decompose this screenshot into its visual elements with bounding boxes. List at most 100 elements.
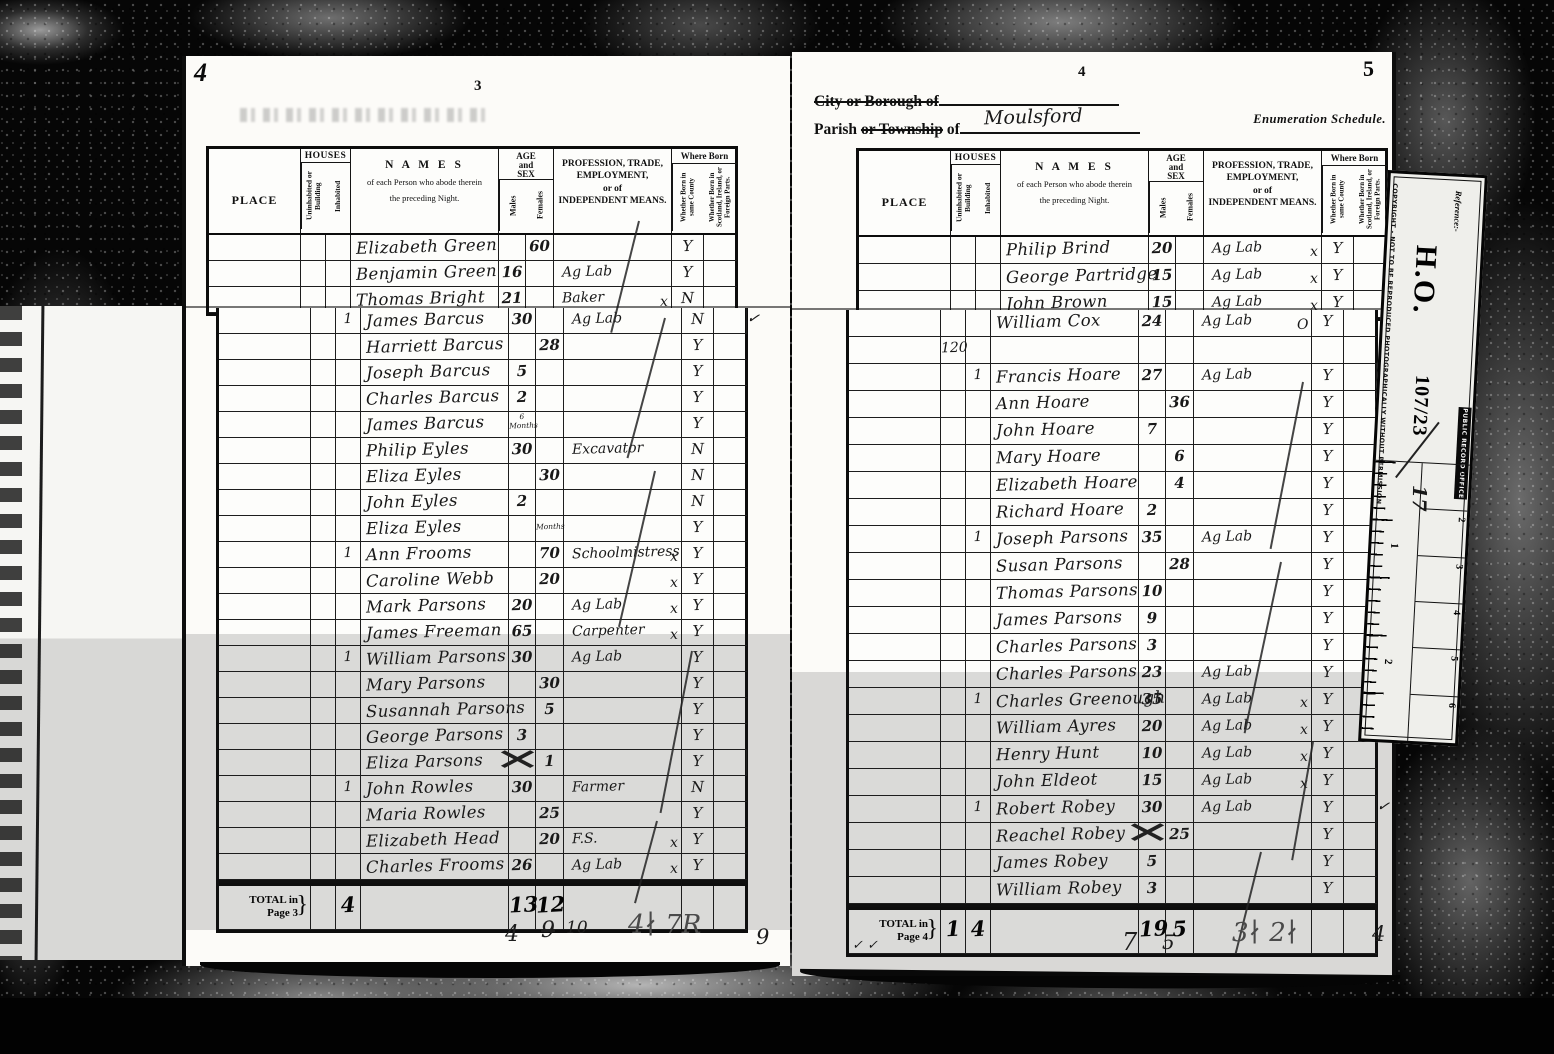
cell-place [849,823,941,850]
census-row: Ann Hoare 36 Y [849,391,1377,418]
cell-f [536,724,564,750]
cell-place [849,364,941,391]
brace: } [296,892,308,918]
cell-name: Reachel Robey [991,823,1139,850]
cell-place [849,634,941,661]
cell-name: Susannah Parsons [361,698,525,724]
cell-m: 9 [1139,607,1166,634]
cell-b2 [714,776,747,802]
cell-m: 10 [1139,742,1166,769]
total-label: TOTAL in Page 4} [849,910,941,954]
cell-m: 7 [1139,418,1166,445]
cell-prof [564,672,682,698]
males-label: Males [499,180,526,231]
reference-series: H.O. [1406,244,1444,316]
cell-name: Joseph Barcus [361,360,509,386]
cell-f [536,360,564,386]
cell-b2 [714,490,747,516]
females-label: Females [1185,193,1195,222]
cell-b2 [1344,337,1377,364]
cell-name: Elizabeth Hoare [991,472,1139,499]
cell-b2 [1344,742,1377,769]
cell-b2 [714,802,747,828]
cell-u [941,742,966,769]
cell-m [1139,823,1166,850]
tally-annotation: 3∤ 2∤ [1232,918,1299,948]
cell-b1: Y [1312,661,1344,688]
cell-m [509,802,536,828]
census-row: Benjamin Green 16 Ag Lab Y [209,261,737,287]
cell-f [1166,310,1194,337]
pen-mark: x [669,860,679,877]
census-row: James Robey 5 Y [849,850,1377,877]
cell-f: 4 [1166,472,1194,499]
cell-u [941,526,966,553]
cell-b2 [714,828,747,854]
cell-b2 [1344,607,1377,634]
cell-name: James Freeman [361,620,509,646]
cell-place [209,235,301,261]
cell-u [311,854,336,880]
cell-u [311,828,336,854]
cell-prof [564,412,682,438]
cell-b2 [714,854,747,880]
cell-m: 27 [1139,364,1166,391]
cell-m: 2 [509,386,536,412]
cell-name: Susan Parsons [991,553,1139,580]
males-label: Males [1149,182,1176,233]
cell-u [941,310,966,337]
cell-b1: Y [1312,310,1344,337]
cell-prof [1194,634,1312,661]
cell-name: George Partridge [1001,264,1158,291]
census-row: James Parsons 9 Y [849,607,1377,634]
cell-f [536,386,564,412]
cell-f [536,490,564,516]
cm-cell: 6 [1408,695,1457,744]
cell-i: 1 [336,776,361,802]
cell-place [849,688,941,715]
cell-u [311,776,336,802]
column-header-where-born: Where Born Whether Born in same County W… [672,149,737,233]
pen-mark: x [669,600,679,617]
cell-name: James Barcus [361,308,509,334]
tally-annotation: 9 [541,918,555,943]
cell-b2 [714,438,747,464]
cell-f: 28 [1166,553,1194,580]
cell-u [941,364,966,391]
tally-annotation: 9 [756,925,770,949]
cell-place [849,742,941,769]
census-row: Elizabeth Head 20 F.S. x Y [219,828,747,854]
cell-place [219,724,311,750]
cell-place [849,337,941,364]
cell-b2 [714,568,747,594]
cell-m [1139,553,1166,580]
cell-m: 26 [509,854,536,880]
cell-b2 [704,235,737,261]
cell-m [509,542,536,568]
cell-u [311,490,336,516]
cell-place [219,568,311,594]
cell-u [941,418,966,445]
cell-name: William Ayres [991,715,1139,742]
cell-u [941,715,966,742]
uninhabited-label: Uninhabited or Building [301,163,326,229]
cell-i: 1 [336,646,361,672]
census-row: Charles Barcus 2 Y [219,386,747,412]
cell-i [966,715,991,742]
cell-i: 1 [966,526,991,553]
cell-b1: Y [1312,499,1344,526]
total-males: 19 [1138,910,1169,954]
page-headlines: City or Borough of Enumeration Schedule.… [814,90,1386,146]
cell-b2 [714,464,747,490]
cell-place [849,391,941,418]
cell-name: Mary Hoare [991,445,1139,472]
cell-m: 30 [1139,796,1166,823]
column-header-names: N A M E S of each Person who abode there… [1001,151,1149,235]
cell-place [219,594,311,620]
cell-b2 [1344,391,1377,418]
cell-prof [1194,472,1312,499]
cell-name: John Rowles [361,776,509,802]
census-row: 1 William Parsons 30 Ag Lab Y [219,646,747,672]
cell-place [849,796,941,823]
